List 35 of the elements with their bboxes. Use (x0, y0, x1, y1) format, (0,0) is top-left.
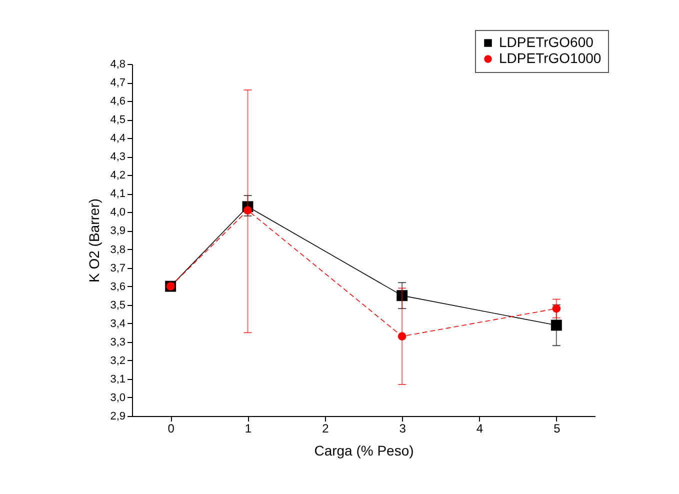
y-tick-label: 3,8 (110, 244, 126, 256)
y-tick-label: 4,6 (110, 96, 126, 108)
y-tick-label: 3,7 (110, 262, 126, 274)
x-tick-label: 2 (322, 422, 330, 436)
y-tick-label: 4,8 (110, 58, 126, 70)
point (552, 304, 561, 313)
y-tick-label: 4,3 (110, 151, 126, 164)
y-tick-label: 3,1 (110, 373, 126, 386)
y-tick-label: 4,5 (110, 114, 126, 126)
y-tick-label: 4,0 (110, 206, 126, 219)
y-tick-label: 3,4 (110, 318, 126, 330)
point (244, 206, 252, 215)
y-tick-label: 3,2 (110, 354, 126, 367)
y-axis-title: K O2 (Barrer) (86, 198, 102, 283)
x-tick-label: 3 (399, 422, 406, 436)
point (398, 332, 406, 341)
legend-label: LDPETrGO600 (499, 34, 594, 50)
y-tick-label: 3,9 (110, 225, 126, 238)
y-tick-label: 3,5 (110, 299, 126, 312)
point (550, 320, 562, 331)
y-tick-label: 4,4 (110, 132, 126, 145)
y-tick-label: 4,2 (110, 170, 126, 182)
y-tick-label: 3,6 (110, 280, 126, 293)
y-tick-label: 3,0 (110, 392, 126, 404)
x-tick-label: 5 (554, 422, 561, 436)
y-tick-label: 3,3 (110, 336, 126, 348)
x-tick-label: 1 (244, 422, 252, 436)
point (396, 290, 408, 302)
y-tick-label: 2,9 (110, 410, 126, 422)
y-tick-label: 4,1 (110, 188, 126, 200)
x-tick-label: 4 (476, 422, 484, 436)
legend-label: LDPETrGO1000 (499, 50, 602, 66)
y-tick-label: 4,7 (110, 77, 126, 90)
x-axis-title: Carga (% Peso) (314, 442, 414, 458)
x-tick-label: 0 (168, 422, 175, 436)
